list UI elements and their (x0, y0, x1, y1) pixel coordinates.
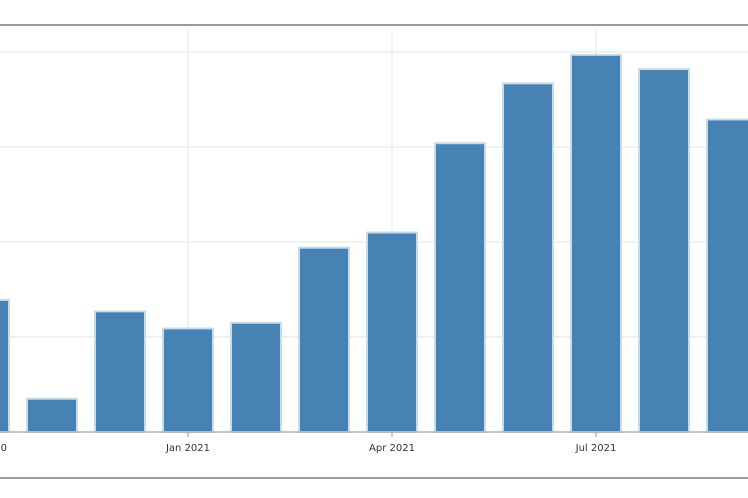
bar (570, 53, 622, 433)
x-tick-label: Oct 2020 (0, 443, 7, 454)
bar (638, 68, 690, 433)
x-tick-label: Jan 2021 (165, 443, 210, 454)
bar (502, 82, 554, 433)
x-tick-label: Apr 2021 (369, 443, 415, 454)
bar (162, 327, 214, 434)
bar (230, 321, 282, 433)
bar (0, 298, 10, 434)
bar (298, 246, 350, 433)
bar (26, 397, 78, 433)
bar (94, 310, 146, 434)
bar (366, 231, 418, 433)
x-tick-label: Jul 2021 (575, 443, 617, 454)
bar (706, 118, 748, 433)
bar (434, 142, 486, 433)
